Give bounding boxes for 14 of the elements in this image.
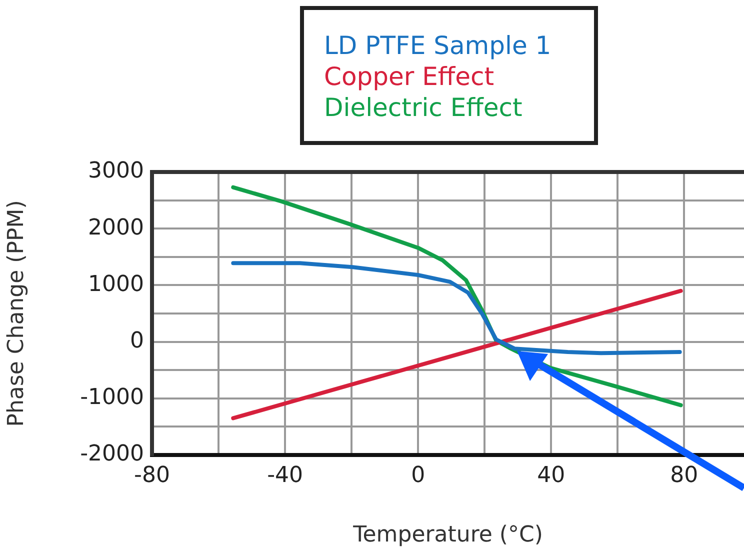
x-tick-label: 0 (411, 462, 426, 488)
x-tick-label: 80 (670, 462, 698, 488)
x-tick-label: -40 (267, 462, 303, 488)
text: LD PTFE Sample 1 (324, 30, 552, 61)
y-tick-label: 2000 (88, 215, 144, 240)
text: Dielectric Effect (324, 92, 524, 123)
y-tick-label: -1000 (80, 385, 144, 410)
y-tick-label: 0 (130, 328, 144, 354)
y-axis-title: Phase Change (PPM) (4, 200, 29, 427)
y-tick-label: 1000 (88, 272, 144, 297)
y-tick-label: 3000 (88, 158, 144, 184)
x-tick-label: 40 (537, 462, 566, 488)
x-axis-title: Temperature (°C) (352, 522, 543, 548)
text: Copper Effect (324, 61, 496, 92)
